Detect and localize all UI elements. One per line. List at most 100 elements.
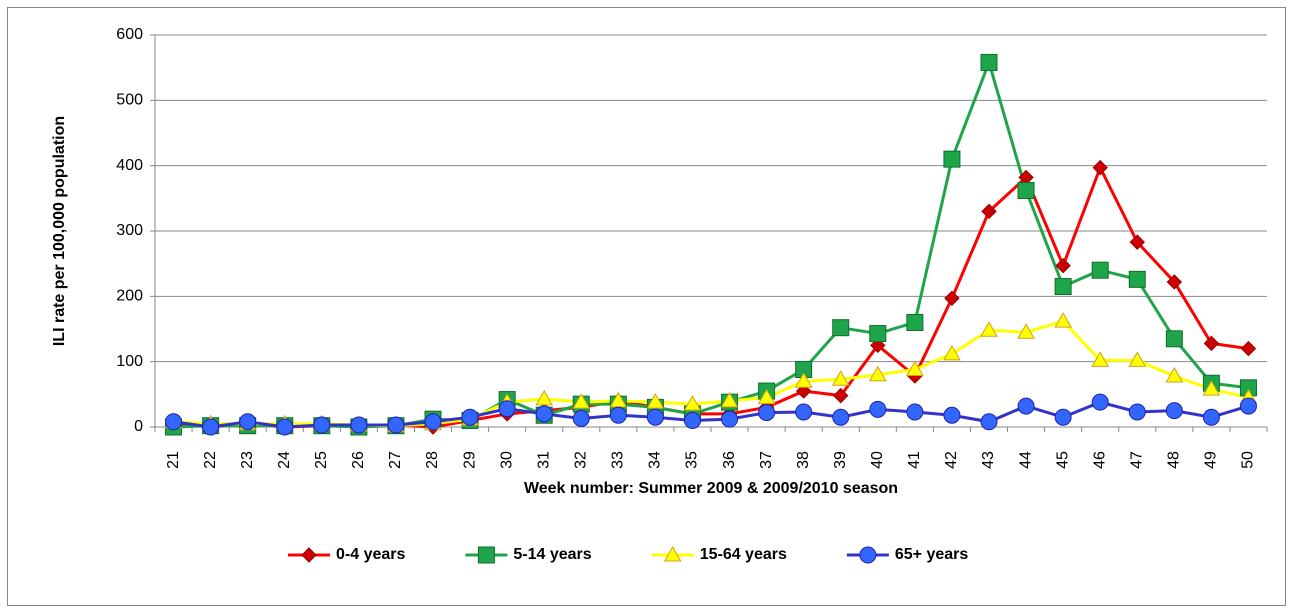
x-axis-label: Week number: Summer 2009 & 2009/2010 sea…: [524, 480, 898, 497]
data-point: [572, 393, 591, 409]
legend-label: 15-64 years: [700, 546, 787, 563]
data-point: [1091, 351, 1110, 367]
data-point: [794, 372, 813, 388]
data-point: [1092, 159, 1108, 176]
data-point: [1165, 402, 1183, 420]
x-tick-label: 50: [1240, 451, 1257, 469]
data-point: [1017, 397, 1035, 415]
data-point: [1128, 403, 1146, 421]
data-point: [572, 410, 590, 428]
y-tick-label: 400: [116, 157, 143, 174]
data-point: [832, 319, 850, 337]
data-point: [831, 370, 850, 386]
data-point: [239, 413, 257, 431]
chart-border: [7, 7, 1286, 606]
data-point: [758, 404, 776, 422]
data-point: [683, 395, 702, 411]
data-point: [535, 405, 553, 423]
legend-marker: [301, 547, 317, 563]
data-point: [721, 410, 739, 428]
data-point: [461, 408, 479, 426]
data-point: [498, 400, 516, 418]
y-tick-label: 300: [116, 222, 143, 239]
data-point: [1165, 367, 1184, 383]
data-point: [1017, 181, 1035, 199]
data-point: [350, 416, 368, 434]
data-point: [1091, 393, 1109, 411]
x-tick-label: 46: [1091, 451, 1108, 469]
x-tick-label: 39: [832, 451, 849, 469]
x-tick-label: 41: [906, 451, 923, 469]
legend-marker: [859, 546, 877, 564]
data-point: [906, 360, 924, 377]
x-tick-label: 35: [684, 451, 701, 469]
data-point: [980, 413, 998, 431]
data-point: [1203, 335, 1220, 352]
data-point: [387, 416, 405, 434]
x-tick-label: 47: [1128, 451, 1145, 469]
data-point: [944, 290, 960, 307]
data-point: [869, 325, 887, 343]
x-tick-label: 45: [1054, 451, 1071, 469]
data-point: [981, 203, 997, 220]
x-tick-label: 37: [758, 451, 775, 469]
data-point: [1202, 408, 1220, 426]
x-tick-label: 26: [350, 451, 367, 469]
y-tick-label: 600: [116, 26, 143, 43]
data-point: [1091, 261, 1109, 279]
data-point: [943, 344, 961, 361]
data-point: [943, 150, 961, 168]
data-point: [833, 387, 849, 404]
y-axis-label: ILI rate per 100,000 population: [51, 116, 68, 346]
data-point: [869, 400, 887, 418]
x-tick-label: 38: [795, 451, 812, 469]
data-point: [1240, 340, 1257, 357]
x-tick-label: 49: [1203, 451, 1220, 469]
data-point: [165, 413, 183, 431]
x-tick-label: 33: [610, 451, 627, 469]
data-point: [1129, 234, 1145, 250]
data-point: [202, 418, 220, 436]
data-point: [868, 365, 887, 382]
x-tick-label: 44: [1017, 451, 1034, 469]
data-point: [1054, 312, 1072, 328]
legend-label: 65+ years: [895, 546, 969, 563]
x-tick-label: 25: [313, 451, 330, 469]
data-point: [683, 411, 701, 429]
x-tick-label: 36: [721, 451, 738, 469]
legend-marker: [477, 546, 495, 564]
legend-marker: [663, 545, 682, 562]
data-point: [757, 388, 776, 405]
data-point: [609, 406, 627, 424]
data-point: [646, 393, 665, 409]
x-tick-label: 22: [202, 451, 219, 469]
y-tick-label: 0: [134, 418, 143, 435]
x-tick-label: 48: [1166, 451, 1183, 469]
data-point: [795, 403, 813, 421]
legend-label: 5-14 years: [513, 546, 591, 563]
data-point: [646, 408, 664, 426]
data-point: [720, 391, 739, 408]
data-point: [980, 53, 998, 71]
data-point: [1128, 351, 1147, 367]
data-point: [313, 416, 331, 434]
x-tick-label: 42: [943, 451, 960, 469]
x-tick-label: 43: [980, 451, 997, 469]
data-point: [906, 403, 924, 421]
x-tick-label: 34: [647, 451, 664, 469]
x-tick-label: 40: [869, 451, 886, 469]
data-point: [1017, 323, 1035, 339]
data-point: [1165, 330, 1183, 348]
x-tick-label: 30: [498, 451, 515, 469]
x-tick-label: 27: [387, 451, 404, 469]
x-tick-label: 31: [535, 451, 552, 469]
data-point: [832, 408, 850, 426]
data-point: [535, 389, 554, 406]
y-tick-label: 500: [116, 92, 143, 109]
data-point: [1166, 274, 1183, 290]
x-tick-label: 32: [572, 451, 589, 469]
data-point: [1128, 270, 1146, 288]
x-tick-label: 23: [239, 451, 256, 469]
data-point: [943, 406, 961, 424]
